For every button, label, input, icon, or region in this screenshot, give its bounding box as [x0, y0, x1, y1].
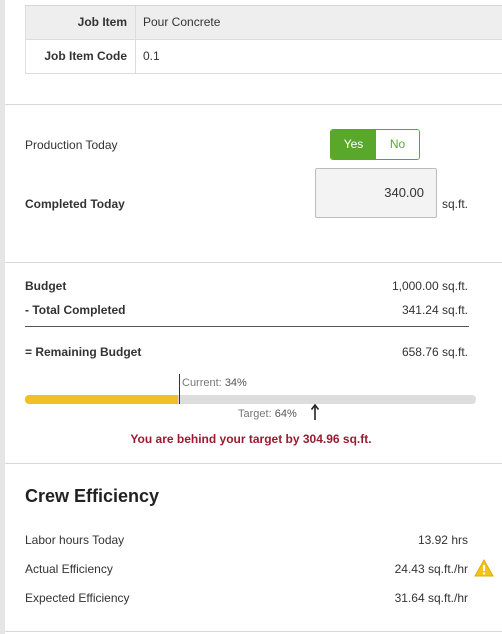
section-divider [5, 104, 502, 105]
current-prefix: Current: [182, 377, 222, 389]
current-progress-label: Current: 34% [182, 377, 247, 389]
production-today-label: Production Today [25, 138, 118, 152]
target-value: 64% [274, 408, 297, 420]
current-value: 34% [224, 377, 247, 389]
remaining-budget-label: = Remaining Budget [25, 345, 142, 359]
labor-hours-value: 13.92 hrs [417, 533, 468, 547]
production-yes-button[interactable]: Yes [331, 130, 376, 159]
job-item-code-row: Job Item Code 0.1 [25, 40, 502, 74]
job-info-table: Job Item Pour Concrete Job Item Code 0.1 [25, 5, 502, 74]
progress-bar [25, 395, 476, 404]
remaining-budget-value: 658.76 sq.ft. [401, 345, 468, 359]
job-item-value: Pour Concrete [135, 6, 502, 39]
progress-bar-fill [25, 395, 179, 404]
completed-unit: sq.ft. [442, 197, 469, 211]
production-toggle: Yes No [330, 129, 420, 160]
total-completed-label: - Total Completed [25, 303, 126, 317]
production-no-button[interactable]: No [376, 130, 419, 159]
labor-hours-label: Labor hours Today [25, 533, 125, 547]
left-edge-border [0, 0, 5, 634]
job-item-row: Job Item Pour Concrete [25, 6, 502, 40]
job-item-code-value: 0.1 [135, 40, 502, 73]
job-item-label: Job Item [25, 6, 135, 39]
current-marker [179, 374, 180, 404]
section-divider [5, 463, 502, 464]
completed-today-input[interactable]: 340.00 [315, 168, 437, 218]
budget-label: Budget [25, 279, 67, 293]
warning-icon [474, 559, 494, 577]
expected-efficiency-value: 31.64 sq.ft./hr [394, 591, 468, 605]
job-item-code-label: Job Item Code [25, 40, 135, 73]
completed-today-label: Completed Today [25, 197, 125, 211]
target-prefix: Target: [238, 408, 272, 420]
sum-rule [25, 326, 469, 327]
budget-value: 1,000.00 sq.ft. [391, 279, 468, 293]
expected-efficiency-label: Expected Efficiency [25, 591, 130, 605]
actual-efficiency-value: 24.43 sq.ft./hr [394, 562, 468, 576]
behind-target-warning: You are behind your target by 304.96 sq.… [130, 432, 372, 446]
actual-efficiency-label: Actual Efficiency [25, 562, 113, 576]
bottom-divider [5, 631, 502, 632]
section-divider [5, 262, 502, 263]
crew-efficiency-title: Crew Efficiency [25, 486, 160, 506]
up-arrow-icon [310, 403, 320, 420]
target-progress-label: Target: 64% [238, 408, 297, 420]
total-completed-value: 341.24 sq.ft. [401, 303, 468, 317]
